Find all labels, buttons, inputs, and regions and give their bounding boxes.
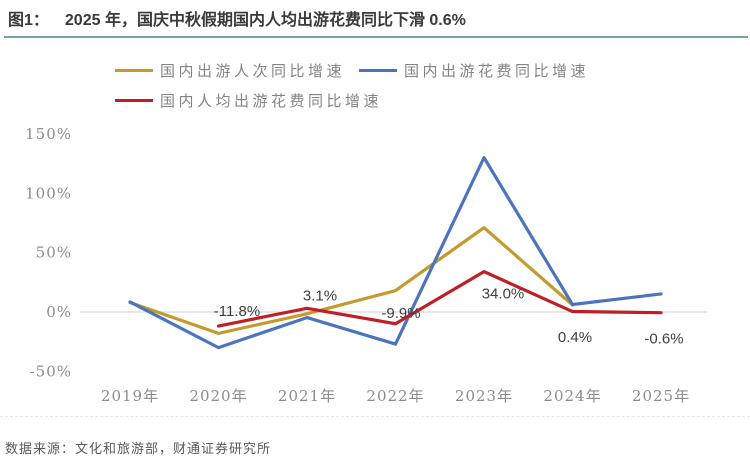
line-chart: 150% 100% 50% 0% -50% 2019年 2020年 2021年 2022年 202…: [25, 125, 707, 405]
chart-legend: 国内出游人次同比增速 国内出游花费同比增速 国内人均出游花费同比增速: [115, 57, 603, 117]
per-capita-line-swatch: [115, 98, 153, 102]
x-axis-tick-label: 2021年: [278, 387, 336, 405]
data-label: 3.1%: [303, 287, 337, 304]
x-axis-tick-label: 2022年: [366, 387, 424, 405]
figure-number: 图1：: [8, 12, 49, 29]
data-label: -11.8%: [214, 303, 260, 320]
legend-label-trips: 国内出游人次同比增速: [160, 61, 346, 80]
y-axis-tick-label: 0%: [46, 303, 72, 321]
series-line-spending: [128, 156, 663, 350]
title-divider: [4, 36, 748, 38]
legend-label-per-capita: 国内人均出游花费同比增速: [160, 91, 383, 110]
data-label: 34.0%: [482, 286, 525, 303]
legend-item-spending: 国内出游花费同比增速: [359, 60, 589, 81]
data-source: 数据来源：文化和旅游部，财通证券研究所: [5, 441, 272, 456]
figure-header: 图1： 2025 年，国庆中秋假期国内人均出游花费同比下滑 0.6%: [8, 6, 742, 30]
spending-line-swatch: [359, 68, 398, 72]
series-line-trips: [128, 226, 575, 335]
series-line-per_capita: [216, 270, 663, 328]
data-label: -0.6%: [644, 331, 683, 348]
y-axis-tick-label: 50%: [36, 244, 72, 262]
legend-label-spending: 国内出游花费同比增速: [404, 61, 590, 80]
x-axis-tick-label: 2025年: [632, 387, 690, 405]
y-axis-tick-label: 100%: [25, 184, 72, 202]
x-axis-tick-label: 2019年: [101, 387, 159, 405]
x-axis-tick-label: 2023年: [455, 387, 513, 405]
x-axis-tick-label: 2024年: [543, 387, 601, 405]
legend-row-2: 国内人均出游花费同比增速: [115, 87, 603, 113]
figure-title: 2025 年，国庆中秋假期国内人均出游花费同比下滑 0.6%: [64, 12, 466, 29]
bottom-divider: [0, 416, 750, 417]
legend-item-trips: 国内出游人次同比增速: [115, 60, 345, 81]
y-axis-tick-label: -50%: [30, 362, 72, 380]
trips-line-swatch: [115, 68, 153, 72]
data-label: 0.4%: [558, 329, 592, 346]
legend-row-1: 国内出游人次同比增速 国内出游花费同比增速: [115, 57, 603, 83]
x-axis-tick-label: 2020年: [189, 387, 247, 405]
data-label: -9.9%: [381, 305, 420, 322]
legend-item-per-capita: 国内人均出游花费同比增速: [115, 90, 382, 111]
y-axis-tick-label: 150%: [25, 125, 72, 143]
